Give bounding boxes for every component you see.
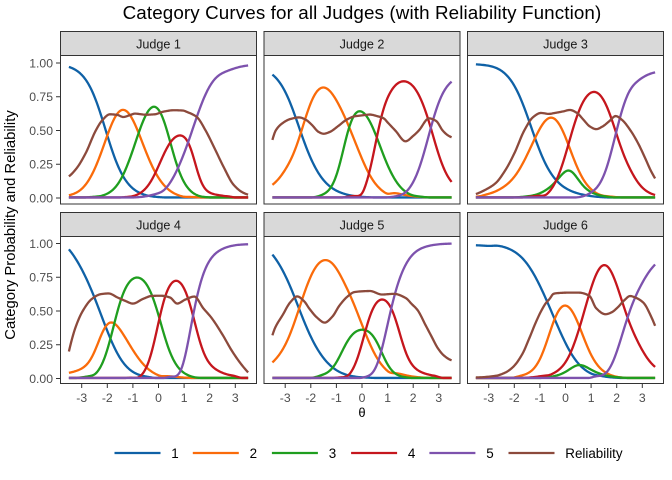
svg-text:3: 3 <box>329 446 336 461</box>
svg-text:3: 3 <box>639 391 646 405</box>
svg-text:2: 2 <box>613 391 620 405</box>
svg-text:Category Probability and Relia: Category Probability and Reliability <box>3 110 19 340</box>
svg-text:Reliability: Reliability <box>565 446 623 461</box>
svg-text:Judge 4: Judge 4 <box>136 218 181 232</box>
svg-text:Judge 5: Judge 5 <box>340 218 385 232</box>
svg-text:-3: -3 <box>483 391 494 405</box>
svg-text:0.00: 0.00 <box>29 191 53 205</box>
svg-text:0.50: 0.50 <box>29 304 53 318</box>
svg-text:0.25: 0.25 <box>29 158 53 172</box>
svg-text:-2: -2 <box>102 391 113 405</box>
svg-text:Category Curves for all Judges: Category Curves for all Judges (with Rel… <box>123 2 602 23</box>
svg-text:Judge 3: Judge 3 <box>543 37 588 51</box>
svg-text:4: 4 <box>408 446 416 461</box>
svg-text:1.00: 1.00 <box>29 56 53 70</box>
svg-text:0.50: 0.50 <box>29 124 53 138</box>
svg-text:Judge 1: Judge 1 <box>136 37 181 51</box>
svg-text:1: 1 <box>384 391 391 405</box>
svg-text:3: 3 <box>435 391 442 405</box>
svg-text:-3: -3 <box>76 391 87 405</box>
svg-text:Judge 2: Judge 2 <box>340 37 385 51</box>
svg-text:-2: -2 <box>509 391 520 405</box>
svg-text:-1: -1 <box>331 391 342 405</box>
svg-text:-3: -3 <box>280 391 291 405</box>
svg-text:3: 3 <box>232 391 239 405</box>
svg-text:0: 0 <box>562 391 569 405</box>
svg-text:θ: θ <box>358 405 365 420</box>
svg-text:1: 1 <box>181 391 188 405</box>
svg-text:0: 0 <box>155 391 162 405</box>
svg-text:5: 5 <box>486 446 493 461</box>
svg-text:0.00: 0.00 <box>29 372 53 386</box>
svg-text:1: 1 <box>171 446 178 461</box>
svg-text:2: 2 <box>206 391 213 405</box>
svg-text:-2: -2 <box>305 391 316 405</box>
svg-text:0.75: 0.75 <box>29 271 53 285</box>
svg-text:1.00: 1.00 <box>29 237 53 251</box>
svg-text:2: 2 <box>250 446 257 461</box>
svg-text:-1: -1 <box>534 391 545 405</box>
svg-text:0.75: 0.75 <box>29 90 53 104</box>
svg-text:0.25: 0.25 <box>29 338 53 352</box>
svg-text:Judge 6: Judge 6 <box>543 218 588 232</box>
svg-text:0: 0 <box>359 391 366 405</box>
svg-text:2: 2 <box>410 391 417 405</box>
svg-text:-1: -1 <box>127 391 138 405</box>
svg-text:1: 1 <box>588 391 595 405</box>
